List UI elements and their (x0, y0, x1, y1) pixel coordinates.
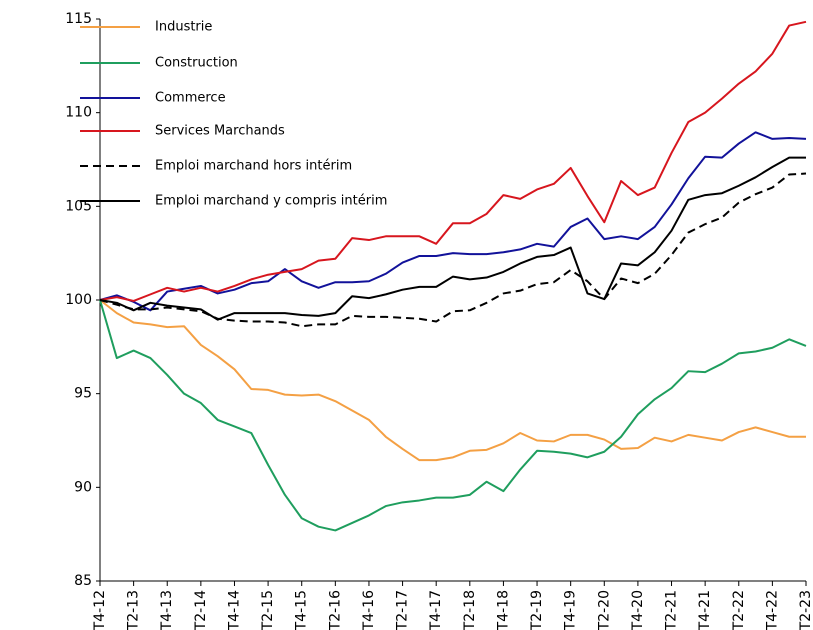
x-tick-label: T4-15 (294, 590, 310, 630)
x-tick-label: T4-13 (159, 590, 175, 630)
y-tick-label: 105 (65, 198, 92, 214)
x-tick-label: T4-12 (92, 590, 108, 630)
y-tick-label: 90 (74, 479, 92, 495)
legend-label: Commerce (155, 91, 226, 106)
legend-label: Emploi marchand hors intérim (155, 159, 352, 174)
legend-label: Construction (155, 56, 238, 71)
x-tick-label: T2-23 (798, 590, 813, 630)
x-tick-label: T4-22 (764, 590, 780, 630)
x-tick-label: T2-20 (596, 590, 612, 630)
x-tick-label: T2-19 (529, 590, 545, 630)
x-tick-label: T2-13 (126, 590, 142, 630)
x-tick-label: T2-17 (395, 590, 411, 630)
line-series (99, 299, 807, 532)
x-tick-label: T2-16 (327, 590, 343, 630)
y-tick-label: 100 (65, 292, 92, 308)
x-tick-label: T4-18 (495, 590, 511, 630)
y-tick-label: 85 (74, 573, 92, 589)
y-tick-label: 95 (74, 386, 92, 402)
x-tick-label: T2-18 (462, 590, 478, 630)
line-series (99, 20, 807, 302)
line-series (99, 299, 806, 462)
x-tick-label: T4-17 (428, 590, 444, 630)
line-series (99, 156, 806, 321)
x-tick-label: T4-16 (361, 590, 377, 630)
y-tick-label: 110 (65, 105, 92, 121)
x-tick-label: T4-21 (697, 590, 713, 630)
x-tick-label: T2-21 (664, 590, 680, 630)
x-tick-label: T2-14 (193, 590, 209, 630)
x-tick-label: T4-20 (630, 590, 646, 630)
line-series (99, 131, 807, 312)
legend-label: Emploi marchand y compris intérim (155, 194, 387, 209)
x-tick-label: T4-19 (563, 590, 579, 630)
x-tick-label: T2-15 (260, 590, 276, 630)
legend-label: Industrie (155, 20, 212, 35)
y-tick-label: 115 (65, 11, 92, 27)
x-tick-label: T2-22 (731, 590, 747, 630)
x-tick-label: T4-14 (226, 590, 242, 630)
legend-label: Services Marchands (155, 124, 285, 139)
